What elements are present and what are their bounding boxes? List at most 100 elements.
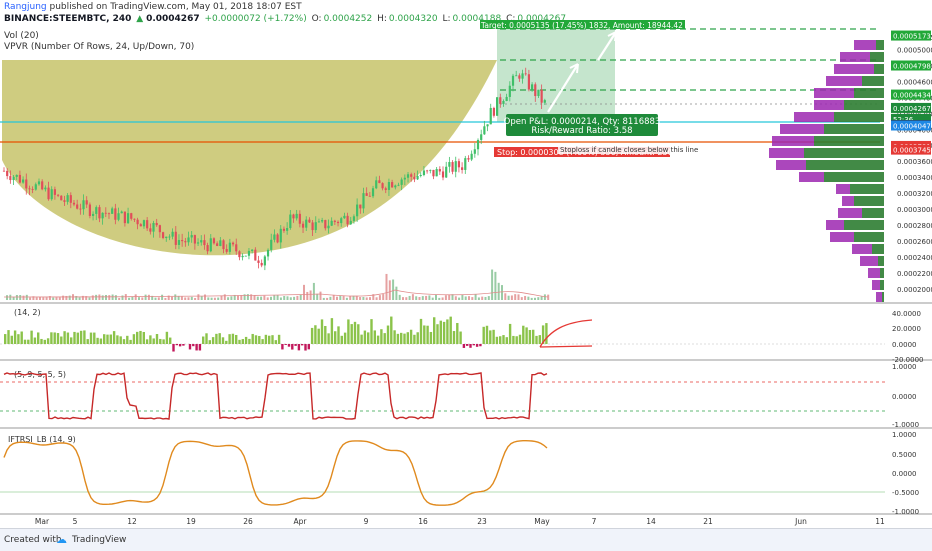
osc1-bar bbox=[417, 332, 419, 344]
volume-bar bbox=[419, 297, 421, 300]
osc1-bar bbox=[106, 335, 108, 344]
osc1-bar bbox=[370, 319, 372, 344]
candle bbox=[442, 166, 444, 180]
osc1-bar bbox=[222, 337, 224, 344]
vpvr-row bbox=[776, 160, 884, 170]
indicator-tick: -1.0000 bbox=[892, 508, 919, 516]
volume-bar bbox=[438, 298, 440, 300]
osc1-bar bbox=[446, 319, 448, 344]
osc1-bar bbox=[228, 334, 230, 344]
osc1-bar bbox=[516, 336, 518, 344]
volume-bar bbox=[283, 296, 285, 300]
volume-bar bbox=[98, 295, 100, 300]
osc1-label[interactable]: (14, 2) bbox=[14, 308, 41, 317]
candle bbox=[477, 138, 479, 155]
price-tick: 0.0005000 bbox=[897, 46, 932, 54]
volume-bar bbox=[158, 297, 160, 300]
osc1-bar bbox=[440, 321, 442, 344]
volume-bar bbox=[273, 295, 275, 300]
volume-bar bbox=[412, 294, 414, 300]
osc1-bar bbox=[80, 331, 82, 344]
volume-bar bbox=[514, 294, 516, 300]
vpvr-row bbox=[834, 64, 884, 74]
osc1-bar bbox=[430, 332, 432, 344]
osc1-bar bbox=[146, 339, 148, 344]
candle bbox=[461, 162, 463, 173]
volume-bar bbox=[207, 297, 209, 300]
osc1-bar bbox=[34, 338, 36, 344]
osc2-line bbox=[4, 373, 547, 419]
price-tick: 0.0002800 bbox=[897, 222, 932, 230]
osc1-bar bbox=[126, 336, 128, 344]
osc1-bar bbox=[486, 326, 488, 344]
osc1-bar bbox=[400, 333, 402, 344]
candle bbox=[257, 256, 259, 269]
osc1-bar bbox=[324, 326, 326, 344]
volume-bar bbox=[518, 294, 520, 300]
volume-bar bbox=[105, 295, 107, 300]
osc1-bar bbox=[21, 332, 23, 344]
volume-bar bbox=[333, 295, 335, 300]
osc1-bar bbox=[67, 333, 69, 344]
volume-bar bbox=[46, 297, 48, 300]
volume-bar bbox=[155, 298, 157, 300]
candle bbox=[471, 150, 473, 161]
volume-bar bbox=[184, 298, 186, 300]
volume-bar bbox=[422, 296, 424, 300]
vpvr-row bbox=[854, 40, 884, 50]
price-chart[interactable]: Open P&L: 0.0000214, Qty: 8116883 Risk/R… bbox=[0, 0, 932, 530]
osc1-bar bbox=[238, 340, 240, 344]
osc1-bar bbox=[519, 335, 521, 344]
volume-bar bbox=[79, 297, 81, 300]
candle bbox=[264, 255, 266, 270]
osc1-bar bbox=[450, 317, 452, 344]
osc1-bar bbox=[176, 344, 178, 345]
osc1-bar bbox=[390, 317, 392, 344]
volume-bar bbox=[118, 298, 120, 300]
candle bbox=[455, 157, 457, 178]
osc1-bar bbox=[413, 335, 415, 344]
volume-bar bbox=[270, 297, 272, 300]
osc1-bar bbox=[304, 344, 306, 351]
candle bbox=[429, 170, 431, 174]
price-tick: 0.0003000 bbox=[897, 206, 932, 214]
osc1-bar bbox=[252, 334, 254, 344]
candle bbox=[267, 248, 269, 260]
volume-bar bbox=[399, 295, 401, 300]
vpvr-row bbox=[868, 268, 884, 278]
price-badge: 0.0004434 bbox=[891, 90, 931, 100]
osc1-histogram bbox=[4, 317, 548, 352]
osc1-bar bbox=[77, 333, 79, 344]
price-tick: 0.0003600 bbox=[897, 158, 932, 166]
volume-bar bbox=[92, 295, 94, 300]
indicator-tick: 0.5000 bbox=[892, 451, 917, 459]
indicator-tick: 0.0000 bbox=[892, 470, 917, 478]
footer-brand[interactable]: TradingView bbox=[72, 535, 126, 545]
osc1-bar bbox=[136, 332, 138, 344]
osc1-projection-curve bbox=[540, 320, 592, 347]
osc1-bar bbox=[169, 338, 171, 344]
osc1-bar bbox=[261, 339, 263, 344]
footer: Created with ☁ TradingView bbox=[0, 528, 932, 551]
osc1-bar bbox=[44, 340, 46, 344]
candle bbox=[436, 167, 438, 176]
osc1-bar bbox=[271, 335, 273, 344]
osc1-bar bbox=[492, 330, 494, 344]
osc1-bar bbox=[364, 331, 366, 344]
time-tick: Apr bbox=[294, 517, 308, 526]
indicator-tick: 1.0000 bbox=[892, 431, 917, 439]
volume-bar bbox=[164, 298, 166, 300]
candle bbox=[3, 167, 5, 171]
svg-text:0.0004047: 0.0004047 bbox=[893, 122, 931, 130]
osc1-bar bbox=[426, 326, 428, 344]
osc1-bar bbox=[483, 327, 485, 344]
osc1-bar bbox=[473, 344, 475, 345]
osc1-bar bbox=[407, 332, 409, 344]
osc1-bar bbox=[535, 336, 537, 344]
osc1-bar bbox=[103, 334, 105, 344]
candle bbox=[60, 195, 62, 200]
candle bbox=[420, 172, 422, 177]
osc1-bar bbox=[499, 336, 501, 344]
time-tick: 16 bbox=[418, 517, 428, 526]
